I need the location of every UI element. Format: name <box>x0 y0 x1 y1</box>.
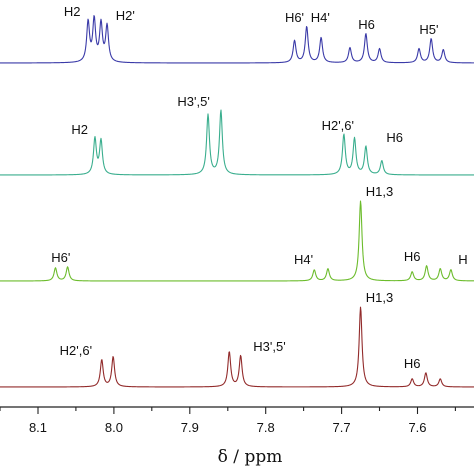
peak-label: H2',6' <box>322 118 354 133</box>
peak-label: H2 <box>71 122 88 137</box>
spectrum-traces <box>0 15 474 388</box>
peak-label: H5' <box>419 22 438 37</box>
spectrum-trace-4 <box>0 306 474 388</box>
peak-label: H2 <box>64 4 81 19</box>
x-tick-label: 7.8 <box>257 420 275 435</box>
peak-label: H6 <box>404 356 421 371</box>
peak-label: H6' <box>285 10 304 25</box>
x-tick-label: 8.0 <box>105 420 123 435</box>
peak-label: H1,3 <box>366 290 393 305</box>
peak-label: H4' <box>294 252 313 267</box>
spectrum-trace-1 <box>0 15 474 64</box>
peak-label: H2',6' <box>60 343 92 358</box>
peak-label: H6 <box>404 249 421 264</box>
peak-label: H3',5' <box>253 339 285 354</box>
peak-label: H6' <box>51 250 70 265</box>
peak-label: H <box>458 252 467 267</box>
peak-label: H4' <box>311 10 330 25</box>
spectrum-trace-3 <box>0 200 474 282</box>
x-tick-label: 8.1 <box>29 420 47 435</box>
peak-label: H1,3 <box>366 184 393 199</box>
x-axis-title: δ / ppm <box>218 447 283 467</box>
spectrum-trace-2 <box>0 109 474 176</box>
x-tick-label: 7.6 <box>408 420 426 435</box>
peak-label: H6 <box>386 130 403 145</box>
peak-labels: H2 H2' H6' H4' H6 H5' H2 H3',5' H2',6' H6 H6' H4' H1… <box>51 4 467 371</box>
x-tick-label: 7.9 <box>181 420 199 435</box>
x-axis: 8.1 8.0 7.9 7.8 7.7 7.6 <box>0 406 474 435</box>
x-tick-label: 7.7 <box>333 420 351 435</box>
peak-label: H2' <box>116 8 135 23</box>
peak-label: H6 <box>358 17 375 32</box>
peak-label: H3',5' <box>177 94 209 109</box>
